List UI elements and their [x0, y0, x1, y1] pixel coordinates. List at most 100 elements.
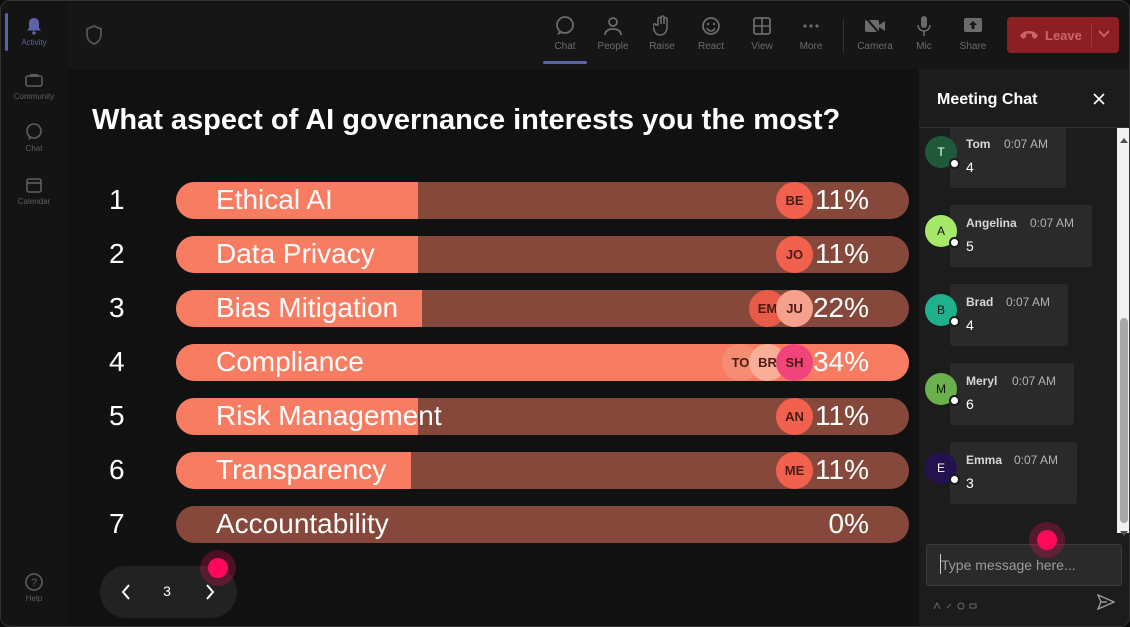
- scrollbar-thumb[interactable]: [1120, 318, 1128, 523]
- rail-item-label: Chat: [25, 144, 43, 153]
- chevron-down-icon[interactable]: [1097, 27, 1111, 41]
- rail-item-label: Activity: [21, 38, 47, 47]
- option-bar: Accountability 0%: [176, 506, 909, 543]
- rail-item-activity[interactable]: Activity: [1, 7, 67, 57]
- send-icon[interactable]: [1096, 593, 1116, 611]
- option-bar: Transparency ME 11%: [176, 452, 909, 489]
- meeting-toolbar: Chat People Raise React View: [67, 1, 1129, 69]
- avatar[interactable]: M: [925, 373, 960, 406]
- more-button[interactable]: More: [789, 11, 833, 61]
- poll-question: What aspect of AI governance interests y…: [92, 104, 841, 136]
- mic-button[interactable]: Mic: [902, 11, 946, 61]
- chat-message-list[interactable]: Tom 0:07 AM 4 T Angelina 0:07 AM 5 A Brad 0:07 AM…: [919, 128, 1119, 533]
- voter-avatar: ME: [776, 452, 813, 489]
- message-text: 4: [966, 317, 974, 333]
- help-icon: ?: [25, 573, 43, 591]
- option-number: 5: [109, 400, 125, 431]
- close-icon[interactable]: [1091, 91, 1107, 107]
- message-sender: Tom: [966, 137, 991, 151]
- scroll-up-arrow-icon[interactable]: [1120, 130, 1128, 143]
- chevron-left-icon[interactable]: [116, 580, 136, 604]
- avatar-initial: M: [936, 382, 946, 396]
- page-number: 3: [163, 583, 171, 599]
- option-percent: 11%: [815, 400, 869, 431]
- react-button-label: React: [697, 41, 725, 52]
- share-button[interactable]: Share: [951, 11, 995, 61]
- option-percent: 22%: [812, 292, 869, 323]
- hand-icon: [651, 15, 673, 37]
- raise-hand-button[interactable]: Raise: [640, 11, 684, 61]
- option-number: 6: [109, 454, 125, 485]
- status-dot: [949, 395, 960, 406]
- poll-option-row: 2 Data Privacy JO 11%: [67, 236, 919, 274]
- option-percent: 11%: [815, 238, 869, 269]
- more-button-label: More: [799, 41, 823, 52]
- option-bar-fill: [176, 236, 418, 273]
- message-bubble: Brad 0:07 AM 4: [950, 284, 1068, 346]
- option-bar: Bias Mitigation JU EM 22%: [176, 290, 909, 327]
- meeting-chat-panel: Meeting Chat Tom 0:07 AM 4 T Angelina 0:07 AM…: [919, 69, 1129, 626]
- format-icon[interactable]: [933, 597, 941, 610]
- smiley-icon: [700, 15, 722, 37]
- rail-item-calendar[interactable]: Calendar: [1, 166, 67, 216]
- attach-icon[interactable]: [945, 597, 953, 609]
- rail-item-community[interactable]: Community: [1, 61, 67, 111]
- chevron-right-icon[interactable]: [200, 580, 220, 604]
- avatar[interactable]: T: [925, 136, 960, 169]
- svg-text:?: ?: [31, 577, 37, 589]
- option-bar: Data Privacy JO 11%: [176, 236, 909, 273]
- message-time: 0:07 AM: [1014, 453, 1059, 467]
- scroll-down-arrow-icon[interactable]: [1120, 524, 1128, 536]
- gif-icon[interactable]: [969, 597, 977, 609]
- option-label: Risk Management: [216, 400, 442, 431]
- rail-item-help[interactable]: ? Help: [1, 563, 67, 613]
- left-rail: Activity Community Chat Calendar ? Help: [1, 1, 67, 626]
- chat-message: Angelina 0:07 AM 5 A: [925, 205, 1115, 269]
- message-text: 4: [966, 159, 974, 175]
- message-time: 0:07 AM: [1030, 216, 1075, 230]
- click-indicator: [1037, 530, 1057, 550]
- option-number: 7: [109, 508, 125, 539]
- calendar-icon: [25, 176, 43, 194]
- poll-option-row: 5 Risk Management AN 11%: [67, 398, 919, 436]
- option-number: 4: [109, 346, 125, 377]
- more-dots-icon: [800, 15, 822, 37]
- leave-divider: [1091, 23, 1092, 47]
- message-time: 0:07 AM: [1012, 374, 1057, 388]
- option-bar: Ethical AI BE 11%: [176, 182, 909, 219]
- voter-avatar: JO: [776, 236, 813, 273]
- voter-avatars: JO: [776, 236, 813, 273]
- voter-avatar: BE: [776, 182, 813, 219]
- text-caret: [940, 554, 941, 574]
- react-button[interactable]: React: [689, 11, 733, 61]
- option-label: Compliance: [216, 346, 364, 377]
- chat-bubble-icon: [554, 15, 576, 37]
- voter-avatar: AN: [776, 398, 813, 435]
- camera-button[interactable]: Camera: [853, 11, 897, 61]
- chat-button[interactable]: Chat: [543, 11, 587, 64]
- view-button[interactable]: View: [740, 11, 784, 61]
- poll-option-row: 6 Transparency ME 11%: [67, 452, 919, 490]
- chat-scrollbar[interactable]: [1117, 128, 1129, 536]
- rail-item-label: Help: [25, 594, 43, 603]
- chat-message-input[interactable]: [926, 544, 1122, 586]
- avatar[interactable]: B: [925, 294, 960, 327]
- voter-avatar: SH: [776, 344, 813, 381]
- chat-message: Tom 0:07 AM 4 T: [925, 128, 1115, 190]
- option-label: Bias Mitigation: [216, 292, 399, 323]
- rail-item-chat[interactable]: Chat: [1, 113, 67, 163]
- option-percent: 11%: [815, 454, 869, 485]
- emoji-icon[interactable]: [957, 597, 965, 610]
- message-bubble: Emma 0:07 AM 3: [950, 442, 1077, 504]
- poll-option-row: 1 Ethical AI BE 11%: [67, 182, 919, 220]
- raise-button-label: Raise: [649, 41, 675, 52]
- leave-button[interactable]: Leave: [1007, 17, 1119, 53]
- people-button[interactable]: People: [591, 11, 635, 61]
- avatar[interactable]: E: [925, 452, 960, 485]
- avatar[interactable]: A: [925, 215, 960, 248]
- status-dot: [949, 316, 960, 327]
- option-label: Data Privacy: [216, 238, 375, 269]
- option-percent: 0%: [828, 508, 869, 539]
- message-bubble: Tom 0:07 AM 4: [950, 128, 1066, 188]
